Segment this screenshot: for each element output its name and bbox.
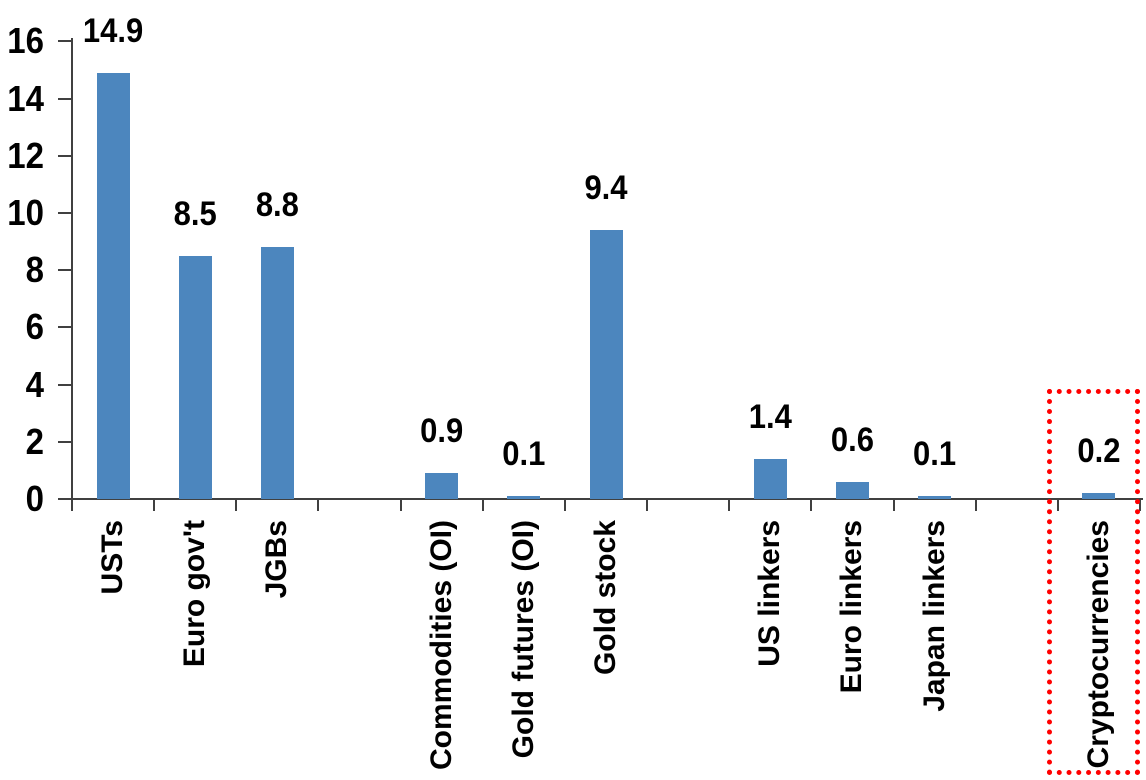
y-tick <box>58 440 71 443</box>
bar-commodities-oi <box>425 473 459 499</box>
highlight-box-cryptocurrencies <box>1047 389 1140 775</box>
y-axis-tick-label: 12 <box>7 134 44 176</box>
category-label-jgbs: JGBs <box>260 520 294 599</box>
y-tick <box>58 40 71 43</box>
x-tick <box>235 499 238 511</box>
bar-usts <box>96 72 130 499</box>
y-tick <box>58 212 71 214</box>
x-tick <box>892 499 895 511</box>
bar-gold-futures-oi <box>507 496 541 499</box>
x-tick <box>317 499 320 511</box>
x-tick <box>728 499 731 511</box>
bar-euro-linkers <box>835 481 869 499</box>
y-tick <box>58 269 71 272</box>
bar-us-linkers <box>753 458 787 499</box>
category-label-us-linkers: US linkers <box>753 520 787 667</box>
x-tick <box>646 499 649 511</box>
value-label-commodities-oi: 0.9 <box>420 411 464 451</box>
x-tick <box>563 499 566 511</box>
y-tick <box>58 383 71 386</box>
category-label-gold-futures-oi: Gold futures (OI) <box>506 520 540 759</box>
y-axis-tick-label: 2 <box>25 420 44 462</box>
x-axis-line <box>58 498 1143 500</box>
y-axis-tick-label: 0 <box>25 478 44 519</box>
x-tick <box>481 499 484 511</box>
y-axis-tick-label: 14 <box>7 77 44 119</box>
bar-euro-gov-t <box>178 255 212 499</box>
y-tick <box>58 326 71 329</box>
x-tick <box>974 499 977 511</box>
x-tick <box>1139 499 1141 511</box>
category-label-japan-linkers: Japan linkers <box>917 520 951 712</box>
x-tick <box>1056 499 1059 511</box>
value-label-gold-futures-oi: 0.1 <box>502 433 546 474</box>
bar-japan-linkers <box>918 496 952 499</box>
value-label-euro-linkers: 0.6 <box>830 419 874 459</box>
bar-cryptocurrencies <box>1082 493 1116 499</box>
y-axis-tick-label: 4 <box>25 363 44 405</box>
value-label-japan-linkers: 0.1 <box>913 433 957 474</box>
x-tick <box>399 499 402 511</box>
value-label-us-linkers: 1.4 <box>748 396 792 436</box>
x-tick <box>810 499 813 511</box>
value-label-jgbs: 8.8 <box>255 185 299 225</box>
category-label-gold-stock: Gold stock <box>589 520 622 676</box>
y-axis-tick-label: 10 <box>7 192 44 233</box>
value-label-gold-stock: 9.4 <box>584 167 628 208</box>
x-tick <box>71 499 73 511</box>
bar-gold-stock <box>589 230 623 499</box>
bar-jgbs <box>260 247 294 499</box>
y-axis-line <box>71 38 73 500</box>
value-label-cryptocurrencies: 0.2 <box>1077 431 1121 471</box>
value-label-usts: 14.9 <box>82 10 144 50</box>
y-axis-tick-label: 8 <box>25 249 44 290</box>
category-label-euro-linkers: Euro linkers <box>835 520 869 694</box>
category-label-euro-gov-t: Euro gov't <box>178 520 212 668</box>
x-tick <box>153 499 156 511</box>
y-axis-tick-label: 16 <box>7 20 44 62</box>
category-label-commodities-oi: Commodities (OI) <box>424 520 458 771</box>
y-tick <box>58 97 71 100</box>
y-axis-tick-label: 6 <box>25 306 44 348</box>
category-label-usts: USTs <box>96 520 130 595</box>
value-label-euro-gov-t: 8.5 <box>173 193 217 233</box>
y-tick <box>58 154 71 157</box>
